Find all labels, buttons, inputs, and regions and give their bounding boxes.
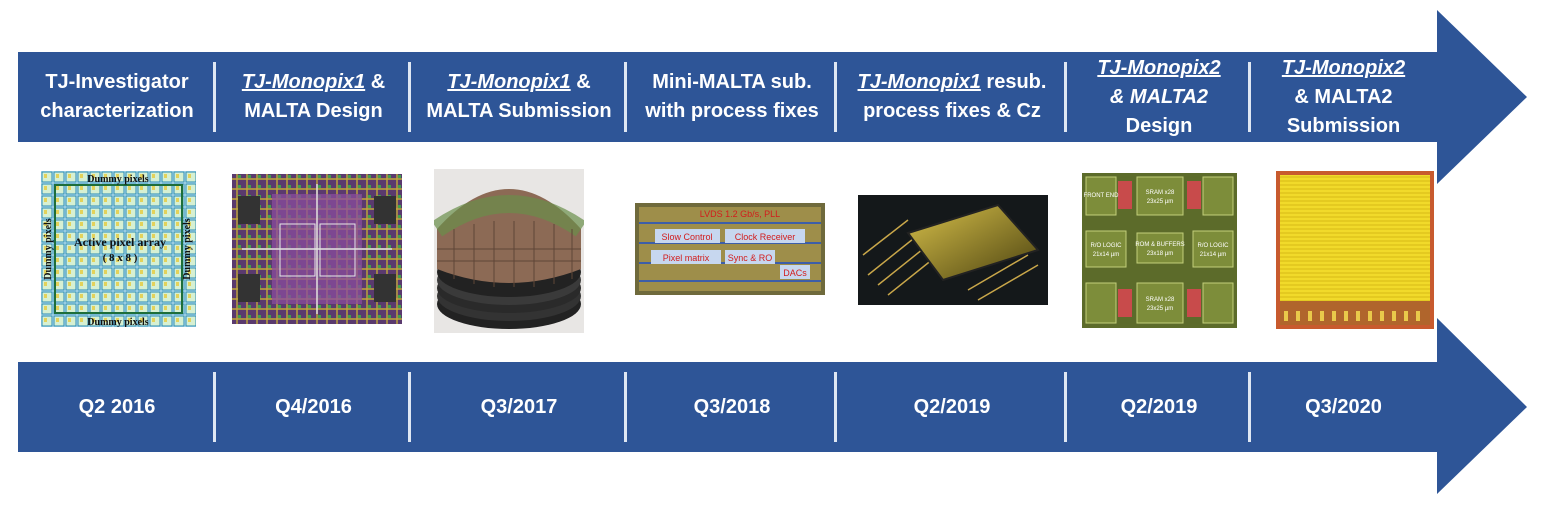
svg-text:SRAM x28: SRAM x28 bbox=[1146, 297, 1175, 303]
milestone-title-7: TJ-Monopix2 & MALTA2 Submission bbox=[1281, 56, 1406, 137]
milestone-title-3: TJ-Monopix1 & MALTA Submission bbox=[411, 52, 627, 142]
separator bbox=[1064, 372, 1067, 442]
top-arrow bbox=[18, 10, 1527, 184]
bottom-arrow bbox=[18, 318, 1527, 494]
svg-text:Dummy pixels: Dummy pixels bbox=[87, 174, 149, 185]
milestone-date-1: Q2 2016 bbox=[18, 362, 216, 452]
milestone-images: Dummy pixels Dummy pixels Dummy pixels D… bbox=[0, 165, 1545, 335]
milestone-title-row: TJ-Investigator characterization TJ-Monop… bbox=[18, 52, 1436, 142]
svg-text:DACs: DACs bbox=[783, 268, 807, 278]
chip-layout-dummy-pixels-image: Dummy pixels Dummy pixels Dummy pixels D… bbox=[41, 171, 196, 327]
mini-malta-layout-image: LVDS 1.2 Gb/s, PLL Slow Control Clock Re… bbox=[635, 203, 825, 295]
svg-text:Sync & RO: Sync & RO bbox=[728, 253, 773, 263]
separator bbox=[213, 372, 216, 442]
svg-text:ROM & BUFFERS: ROM & BUFFERS bbox=[1135, 242, 1184, 248]
milestone-title-6: TJ-Monopix2 & MALTA2 Design bbox=[1067, 52, 1251, 142]
svg-text:Dummy pixels: Dummy pixels bbox=[87, 317, 149, 327]
svg-text:SRAM x28: SRAM x28 bbox=[1146, 190, 1175, 196]
svg-text:FRONT END: FRONT END bbox=[1084, 193, 1120, 199]
svg-text:Active pixel array: Active pixel array bbox=[74, 235, 166, 249]
milestone-date-row: Q2 2016 Q4/2016 Q3/2017 Q3/2018 Q2/2019 … bbox=[18, 362, 1436, 452]
svg-text:Clock Receiver: Clock Receiver bbox=[735, 232, 796, 242]
separator bbox=[834, 372, 837, 442]
monopix2-layout-image bbox=[1276, 171, 1434, 329]
milestone-date-5: Q2/2019 bbox=[837, 362, 1067, 452]
separator bbox=[1248, 62, 1251, 132]
milestone-date-2: Q4/2016 bbox=[216, 362, 411, 452]
separator bbox=[1064, 62, 1067, 132]
separator bbox=[408, 372, 411, 442]
svg-text:Slow Control: Slow Control bbox=[661, 232, 712, 242]
svg-text:Pixel matrix: Pixel matrix bbox=[663, 253, 710, 263]
separator bbox=[624, 62, 627, 132]
separator bbox=[213, 62, 216, 132]
milestone-title-5: TJ-Monopix1 resub. process fixes & Cz bbox=[837, 52, 1067, 142]
milestone-date-4: Q3/2018 bbox=[627, 362, 837, 452]
svg-text:R/O LOGIC: R/O LOGIC bbox=[1090, 243, 1122, 249]
svg-text:LVDS 1.2 Gb/s, PLL: LVDS 1.2 Gb/s, PLL bbox=[700, 209, 780, 219]
separator bbox=[624, 372, 627, 442]
svg-text:21x14 µm: 21x14 µm bbox=[1093, 252, 1119, 258]
svg-text:21x14 µm: 21x14 µm bbox=[1200, 252, 1226, 258]
separator bbox=[408, 62, 411, 132]
separator bbox=[834, 62, 837, 132]
svg-text:Dummy pixels: Dummy pixels bbox=[182, 218, 193, 280]
chip-layout-colored-image bbox=[232, 174, 402, 324]
milestone-date-6: Q2/2019 bbox=[1067, 362, 1251, 452]
wafer-stack-image bbox=[434, 169, 584, 333]
bonded-chip-photo bbox=[858, 195, 1048, 305]
svg-text:Dummy pixels: Dummy pixels bbox=[43, 218, 54, 280]
separator bbox=[1248, 372, 1251, 442]
milestone-title-1: TJ-Investigator characterization bbox=[18, 52, 216, 142]
milestone-title-4: Mini-MALTA sub. with process fixes bbox=[627, 52, 837, 142]
malta2-floorplan-image: SRAM x28 23x25 µm ROM & BUFFERS 23x18 µm… bbox=[1082, 173, 1237, 328]
svg-text:23x25 µm: 23x25 µm bbox=[1147, 306, 1173, 312]
svg-text:R/O LOGIC: R/O LOGIC bbox=[1197, 243, 1229, 249]
svg-text:23x18 µm: 23x18 µm bbox=[1147, 251, 1173, 257]
milestone-date-3: Q3/2017 bbox=[411, 362, 627, 452]
milestone-title-2: TJ-Monopix1 & MALTA Design bbox=[216, 52, 411, 142]
milestone-date-7: Q3/2020 bbox=[1305, 395, 1382, 418]
svg-text:( 8 x 8 ): ( 8 x 8 ) bbox=[103, 252, 138, 264]
svg-text:23x25 µm: 23x25 µm bbox=[1147, 199, 1173, 205]
